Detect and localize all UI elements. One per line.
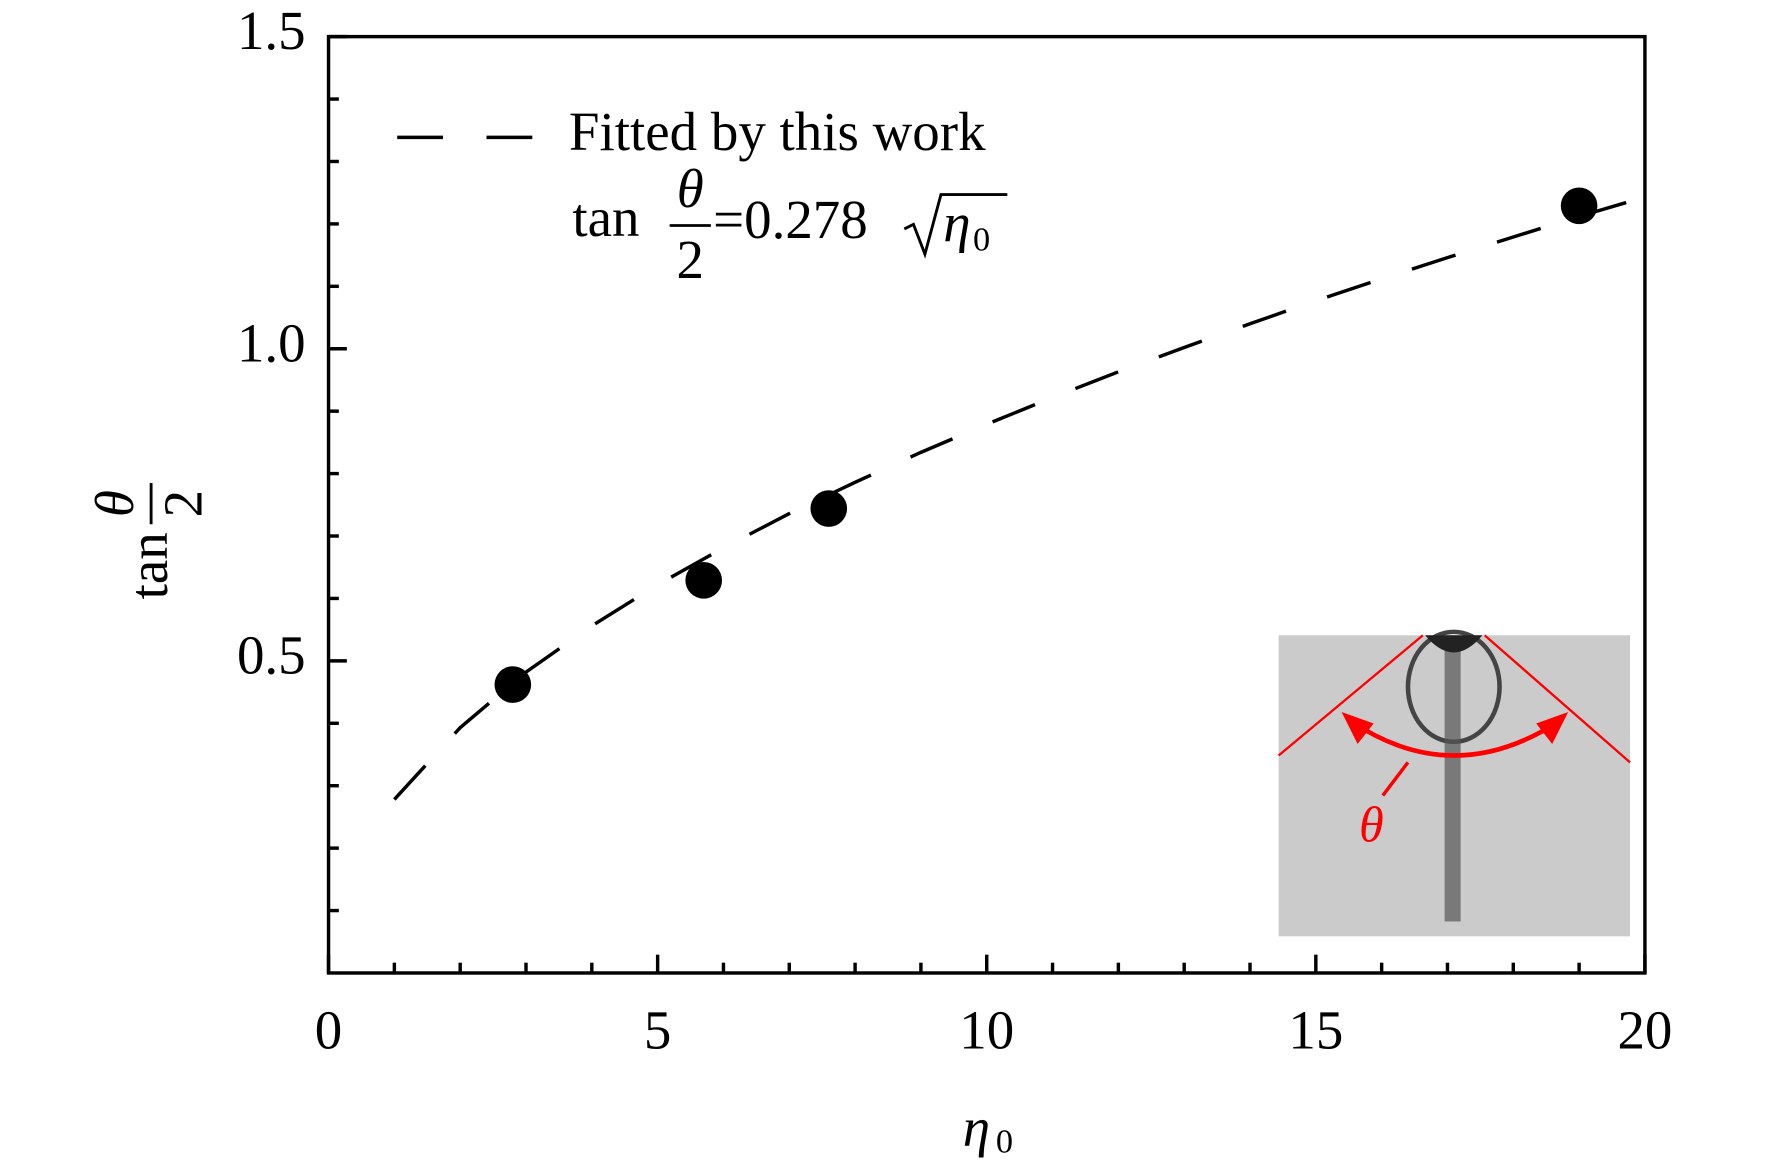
inset-arrow: [1536, 711, 1569, 745]
y-tick-label: 1.5: [237, 0, 306, 61]
y-label-numerator: θ: [84, 490, 145, 517]
data-point: [685, 562, 723, 599]
data-point: [810, 490, 848, 527]
y-label-denominator: 2: [152, 490, 213, 517]
equation-subscript: 0: [973, 221, 990, 259]
x-label-subscript: 0: [996, 1123, 1013, 1161]
legend-label: Fitted by this work: [569, 101, 986, 162]
legend: Fitted by this work tan θ 2 =0.278 η 0: [397, 101, 1008, 290]
equation-prefix: tan: [572, 187, 639, 248]
inset-label: θ: [1359, 796, 1384, 852]
fit-line: [393, 195, 1646, 801]
x-tick-label: 0: [315, 1000, 342, 1061]
equation-symbol: η: [943, 193, 970, 254]
inset-top: [1425, 635, 1483, 653]
equation-rhs: =0.278: [713, 189, 868, 250]
inset-pointer: [1381, 761, 1410, 797]
x-tick-label: 20: [1617, 1000, 1672, 1061]
inset-line: [1277, 634, 1424, 757]
inset-arc: [1349, 719, 1561, 758]
inset: θ: [1277, 629, 1631, 937]
x-tick-label: 5: [644, 1000, 671, 1061]
inset-jet: [1444, 635, 1461, 922]
equation-denominator: 2: [677, 229, 704, 290]
data-point: [494, 666, 532, 703]
equation-numerator: θ: [677, 158, 704, 219]
x-tick-label: 15: [1288, 1000, 1343, 1061]
y-tick-label: 1.0: [237, 312, 306, 373]
inset-arrow: [1341, 711, 1374, 745]
y-axis-label: tan θ 2: [84, 483, 213, 599]
inset-line: [1483, 634, 1631, 764]
data-point: [1560, 187, 1598, 225]
y-label-prefix: tan: [118, 532, 179, 599]
x-tick-label: 10: [959, 1000, 1014, 1061]
equation-root: [903, 193, 1008, 259]
x-axis-label: η 0: [963, 1097, 1013, 1161]
x-label-symbol: η: [963, 1097, 990, 1158]
y-tick-label: 0.5: [237, 624, 306, 685]
